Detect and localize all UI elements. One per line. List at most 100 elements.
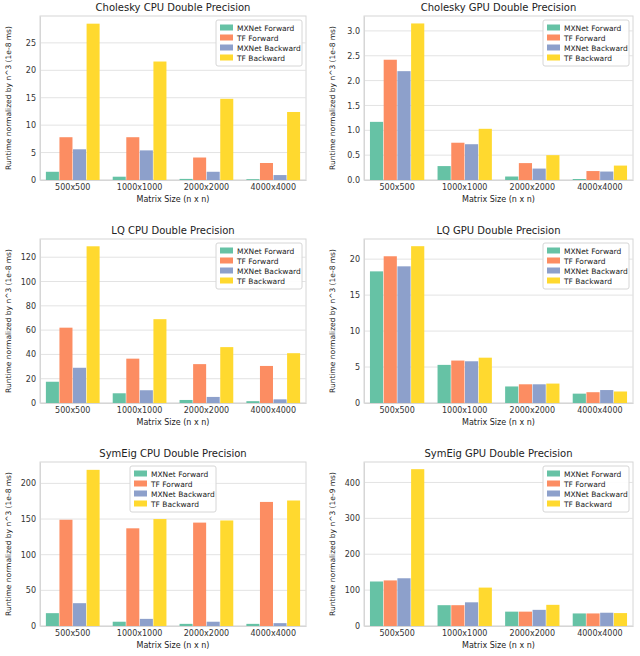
y-axis-title: Runtime normalized by n^3 (1e-9 ms) [328,472,337,616]
bar [614,613,627,626]
bar [533,384,546,403]
y-tick: 0 [355,399,364,408]
legend: MXNet ForwardTF ForwardMXNet BackwardTF … [216,20,302,66]
x-axis-line [41,626,307,627]
bar [126,359,139,403]
panel: 020406080100120500x5001000x10002000x2000… [4,225,307,427]
bar [505,612,518,626]
bar [220,99,233,180]
plot-frame [40,16,306,180]
y-tick-label: 0 [355,622,360,631]
y-axis: 050100150200 [21,463,41,632]
bar [479,358,492,403]
title: Cholesky CPU Double Precision [96,2,251,13]
legend-swatch [220,278,233,284]
bar [465,602,478,626]
x-tick-label: 2000x2000 [184,183,229,192]
x-tick-label: 500x500 [379,183,414,192]
x-axis-line [365,403,634,404]
y-tick-label: 15 [350,291,360,300]
bar [260,163,273,180]
bar [451,605,464,626]
x-tick: 1000x1000 [117,180,162,192]
legend-swatch [547,248,560,254]
bar [519,163,532,180]
grid-line [364,518,633,519]
bar [411,246,424,403]
y-axis-line [364,240,365,404]
bar [180,400,193,403]
bar [246,624,259,626]
y-tick: 100 [21,278,40,287]
y-tick-label: 20 [26,375,36,384]
x-tick-label: 4000x4000 [577,183,622,192]
y-tick-label: 300 [345,514,360,523]
grid [40,483,306,626]
legend-label: TF Backward [563,277,612,286]
panel: 0510152025500x5001000x10002000x20004000x… [4,2,307,204]
bar [207,172,220,180]
y-axis-line [40,463,41,627]
plot-frame [364,239,633,403]
legend-label: MXNet Forward [151,470,209,479]
grid-line [40,125,306,126]
x-axis-title: Matrix Size (n x n) [137,418,210,427]
x-tick-label: 4000x4000 [251,406,296,415]
bar [479,129,492,180]
legend-swatch [220,35,233,41]
legend-label: TF Forward [236,257,279,266]
y-tick: 150 [21,515,40,524]
bar [614,391,627,403]
bar [465,361,478,403]
plot-frame [40,239,306,403]
bar [180,624,193,626]
title: Cholesky GPU Double Precision [421,2,577,13]
y-axis: 0510152025 [26,17,41,186]
bar [438,605,451,626]
bar [113,393,126,403]
title: LQ CPU Double Precision [111,225,234,236]
legend-swatch [547,278,560,284]
bar [397,71,410,180]
y-tick: 0 [355,622,364,631]
y-tick: 0 [31,622,40,631]
legend-swatch [547,501,560,507]
y-tick-label: 0 [31,176,36,185]
grid-line [40,70,306,71]
y-tick-label: 400 [345,479,360,488]
legend: MXNet ForwardTF ForwardMXNet BackwardTF … [216,243,302,289]
legend-label: TF Forward [563,34,606,43]
legend-swatch [547,258,560,264]
bar [126,137,139,180]
x-axis: 500x5001000x10002000x20004000x4000 [41,626,307,638]
y-axis-title: Runtime normalized by n^3 (1e-8 ms) [328,26,337,170]
grid-line [40,97,306,98]
x-tick-label: 2000x2000 [510,629,555,638]
bar [397,578,410,626]
bar [411,469,424,626]
bar [59,137,72,180]
x-tick: 1000x1000 [442,403,487,415]
x-axis-line [41,403,307,404]
y-tick: 400 [345,479,364,488]
legend: MXNet ForwardTF ForwardMXNet BackwardTF … [543,466,629,512]
bar [546,605,559,626]
x-tick-label: 4000x4000 [251,183,296,192]
grid-line [40,330,306,331]
bar [438,166,451,180]
y-tick: 100 [21,551,40,560]
x-tick: 1000x1000 [117,626,162,638]
y-axis-title: Runtime normalized by n^3 (1e-8 ms) [4,26,13,170]
grid-line [40,305,306,306]
bar [87,246,100,403]
bar [87,24,100,180]
y-tick-label: 0 [31,622,36,631]
legend-label: TF Backward [563,54,612,63]
legend-label: MXNet Backward [151,490,215,499]
y-tick: 0 [31,399,40,408]
x-tick-label: 4000x4000 [577,406,622,415]
bar [586,171,599,180]
x-axis: 500x5001000x10002000x20004000x4000 [365,626,634,638]
y-tick-label: 100 [21,551,36,560]
grid [364,31,633,180]
